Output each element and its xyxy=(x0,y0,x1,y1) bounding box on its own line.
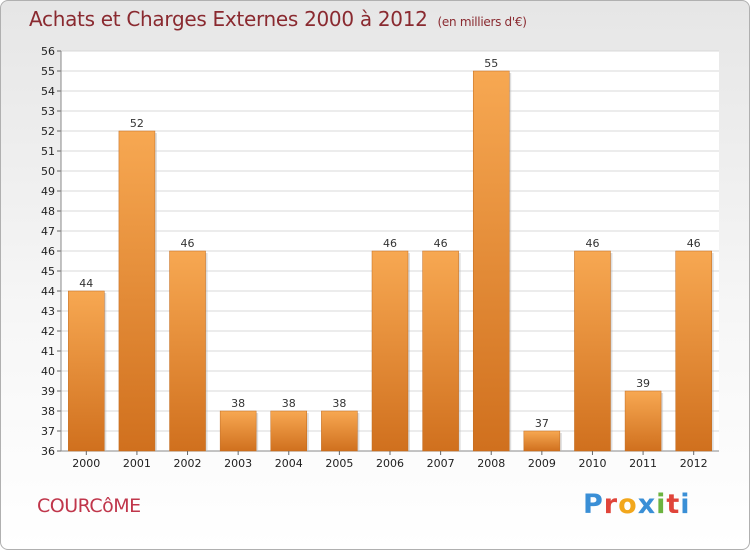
y-tick-label: 44 xyxy=(41,285,55,298)
x-tick-label: 2000 xyxy=(72,457,100,470)
y-tick-label: 50 xyxy=(41,165,55,178)
bar xyxy=(624,390,662,452)
x-tick-label: 2006 xyxy=(376,457,404,470)
bar xyxy=(574,250,611,452)
title-unit: (en milliers d'€) xyxy=(437,15,527,29)
bar xyxy=(219,410,257,452)
title-text: Achats et Charges Externes 2000 à 2012 xyxy=(29,7,428,31)
bar-value-label: 52 xyxy=(130,117,144,130)
bar-value-label: 39 xyxy=(636,377,650,390)
x-tick-label: 2002 xyxy=(174,457,202,470)
y-tick-label: 51 xyxy=(41,145,55,158)
bar-value-label: 46 xyxy=(585,237,599,250)
y-tick-label: 38 xyxy=(41,405,55,418)
bar-value-label: 46 xyxy=(434,237,448,250)
bar xyxy=(270,410,308,452)
bar xyxy=(422,250,459,452)
x-tick-label: 2008 xyxy=(477,457,505,470)
proxiti-logo: Proxiti xyxy=(583,489,691,520)
x-tick-label: 2011 xyxy=(629,457,657,470)
x-tick-label: 2005 xyxy=(325,457,353,470)
y-tick-label: 39 xyxy=(41,385,55,398)
bar xyxy=(169,250,206,452)
y-tick-label: 47 xyxy=(41,225,55,238)
x-tick-label: 2012 xyxy=(680,457,708,470)
y-tick-label: 45 xyxy=(41,265,55,278)
bar-value-label: 46 xyxy=(181,237,195,250)
bar xyxy=(675,250,712,452)
bar xyxy=(472,70,510,452)
x-tick-label: 2007 xyxy=(427,457,455,470)
bar xyxy=(371,250,409,452)
y-tick-label: 55 xyxy=(41,65,55,78)
y-tick-label: 54 xyxy=(41,85,55,98)
chart-title: Achats et Charges Externes 2000 à 2012 (e… xyxy=(29,7,527,31)
bar-value-label: 37 xyxy=(535,417,549,430)
bar-value-label: 38 xyxy=(332,397,346,410)
bar xyxy=(118,130,156,452)
bar-value-label: 55 xyxy=(484,57,498,70)
y-tick-label: 48 xyxy=(41,205,55,218)
bar xyxy=(321,410,358,452)
x-tick-label: 2003 xyxy=(224,457,252,470)
y-tick-label: 37 xyxy=(41,425,55,438)
y-tick-label: 49 xyxy=(41,185,55,198)
bar-value-label: 38 xyxy=(231,397,245,410)
y-tick-label: 53 xyxy=(41,105,55,118)
commune-name: COURCôME xyxy=(37,495,141,517)
y-tick-label: 36 xyxy=(41,445,55,458)
y-tick-label: 43 xyxy=(41,305,55,318)
x-tick-label: 2001 xyxy=(123,457,151,470)
y-tick-label: 41 xyxy=(41,345,55,358)
x-tick-label: 2004 xyxy=(275,457,303,470)
y-tick-label: 40 xyxy=(41,365,55,378)
bar-value-label: 46 xyxy=(383,237,397,250)
bar xyxy=(68,290,105,452)
bar xyxy=(523,430,561,452)
y-tick-label: 52 xyxy=(41,125,55,138)
y-tick-label: 42 xyxy=(41,325,55,338)
x-tick-label: 2009 xyxy=(528,457,556,470)
y-tick-label: 46 xyxy=(41,245,55,258)
bar-value-label: 46 xyxy=(687,237,701,250)
bar-value-label: 38 xyxy=(282,397,296,410)
x-tick-label: 2010 xyxy=(578,457,606,470)
bar-value-label: 44 xyxy=(79,277,93,290)
y-tick-label: 56 xyxy=(41,45,55,58)
